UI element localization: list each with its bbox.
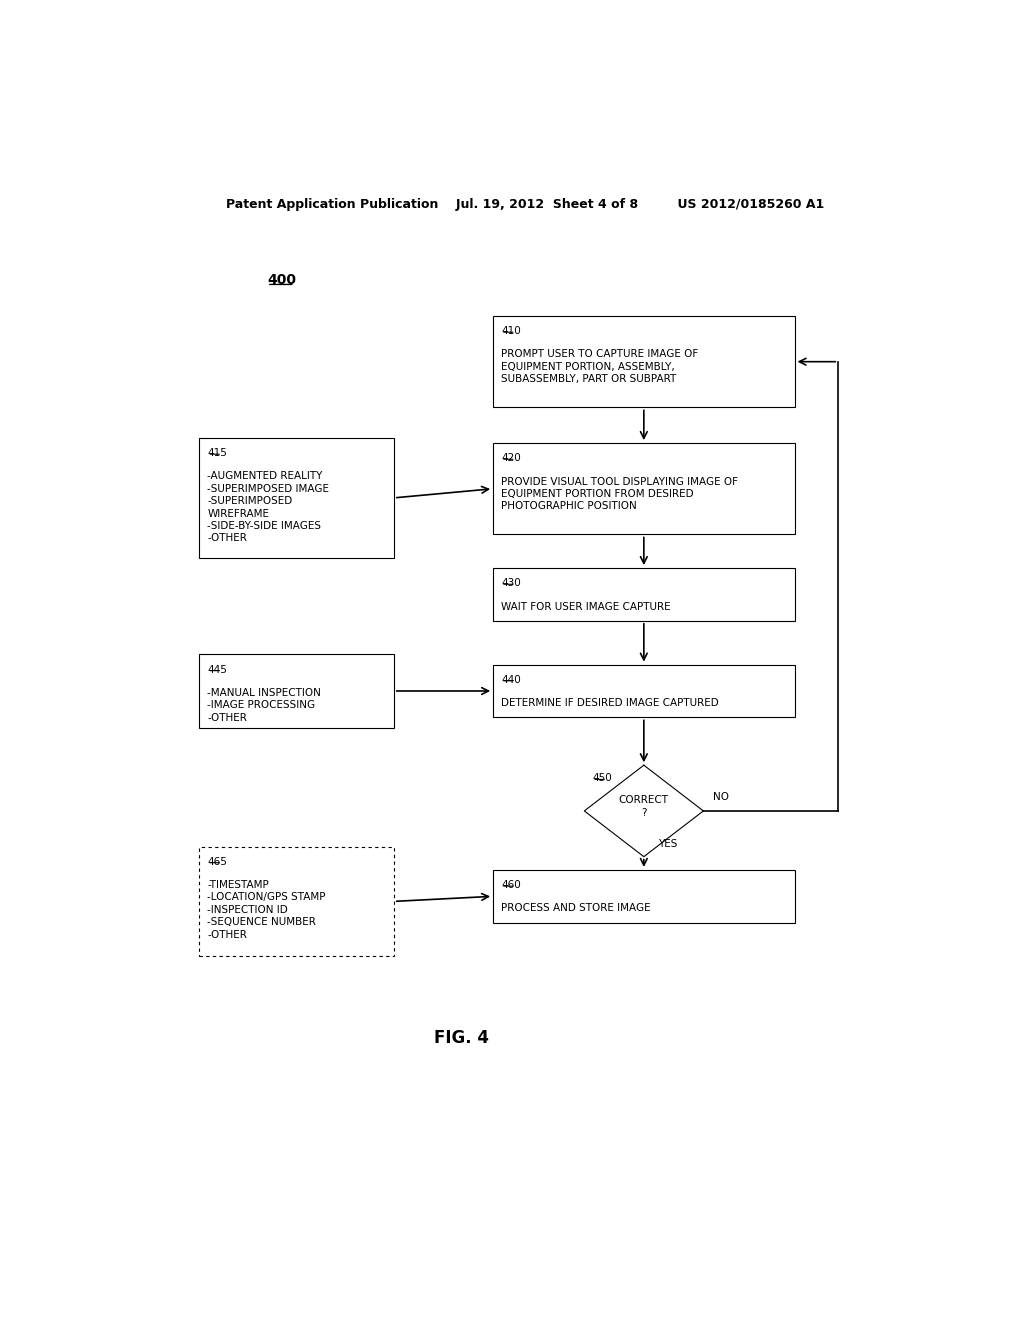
Text: 460: 460 [501,880,521,890]
FancyBboxPatch shape [494,664,795,718]
FancyBboxPatch shape [494,568,795,620]
Polygon shape [585,766,703,857]
Text: 415: 415 [207,447,227,458]
Text: 410: 410 [501,326,521,337]
Text: Patent Application Publication    Jul. 19, 2012  Sheet 4 of 8         US 2012/01: Patent Application Publication Jul. 19, … [225,198,824,211]
FancyBboxPatch shape [494,315,795,408]
Text: -AUGMENTED REALITY
-SUPERIMPOSED IMAGE
-SUPERIMPOSED
WIREFRAME
-SIDE-BY-SIDE IMA: -AUGMENTED REALITY -SUPERIMPOSED IMAGE -… [207,471,330,544]
Text: PROMPT USER TO CAPTURE IMAGE OF
EQUIPMENT PORTION, ASSEMBLY,
SUBASSEMBLY, PART O: PROMPT USER TO CAPTURE IMAGE OF EQUIPMEN… [501,350,698,384]
Text: 420: 420 [501,453,521,463]
Text: FIG. 4: FIG. 4 [434,1028,488,1047]
FancyBboxPatch shape [200,438,394,558]
Text: 450: 450 [592,774,612,783]
Text: PROCESS AND STORE IMAGE: PROCESS AND STORE IMAGE [501,903,650,913]
Text: NO: NO [713,792,729,801]
Text: DETERMINE IF DESIRED IMAGE CAPTURED: DETERMINE IF DESIRED IMAGE CAPTURED [501,698,719,708]
Text: 400: 400 [267,273,296,288]
Text: PROVIDE VISUAL TOOL DISPLAYING IMAGE OF
EQUIPMENT PORTION FROM DESIRED
PHOTOGRAP: PROVIDE VISUAL TOOL DISPLAYING IMAGE OF … [501,477,738,511]
Text: CORRECT
?: CORRECT ? [618,795,669,818]
Text: YES: YES [658,840,678,850]
Text: -MANUAL INSPECTION
-IMAGE PROCESSING
-OTHER: -MANUAL INSPECTION -IMAGE PROCESSING -OT… [207,688,322,723]
FancyBboxPatch shape [200,655,394,727]
FancyBboxPatch shape [494,444,795,535]
Text: -TIMESTAMP
-LOCATION/GPS STAMP
-INSPECTION ID
-SEQUENCE NUMBER
-OTHER: -TIMESTAMP -LOCATION/GPS STAMP -INSPECTI… [207,880,326,940]
Text: 465: 465 [207,857,227,867]
FancyBboxPatch shape [494,870,795,923]
Text: 445: 445 [207,664,227,675]
Text: WAIT FOR USER IMAGE CAPTURE: WAIT FOR USER IMAGE CAPTURE [501,602,671,611]
Text: 430: 430 [501,578,521,589]
FancyBboxPatch shape [200,846,394,956]
Text: 440: 440 [501,675,521,685]
